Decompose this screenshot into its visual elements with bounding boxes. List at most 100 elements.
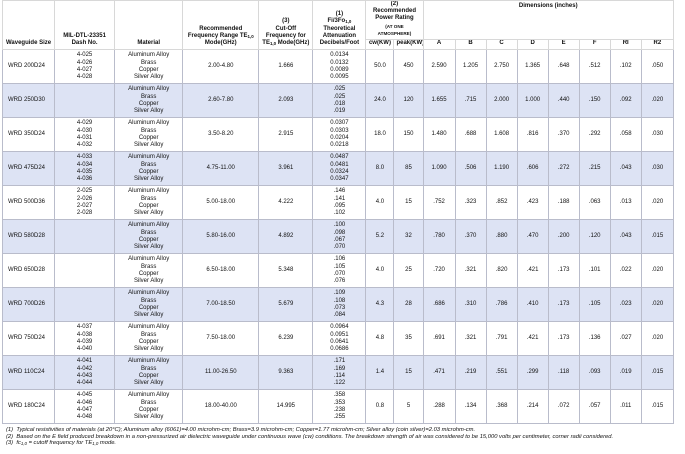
attenuation: 0.0134 xyxy=(330,52,349,59)
cell: 1.365 xyxy=(516,49,549,85)
cell: 4-045 4-046 4-047 4-048 xyxy=(54,389,116,425)
cell: 5.00-18.00 xyxy=(182,185,260,221)
dimension: .020 xyxy=(651,301,664,308)
cell: .880 xyxy=(485,219,518,255)
dimension: .421 xyxy=(526,267,539,274)
cell: 1.608 xyxy=(485,117,518,153)
cell: .093 xyxy=(578,355,611,391)
material: Brass xyxy=(141,263,157,270)
attenuation: .169 xyxy=(333,365,346,372)
cell: .852 xyxy=(485,185,518,221)
material: Copper xyxy=(138,202,159,209)
material: Silver Alloy xyxy=(134,243,164,250)
material: Aluminum Alloy xyxy=(128,154,170,161)
cell: WRD 580D28 xyxy=(1,219,56,255)
dash-number: 4-033 xyxy=(76,154,93,161)
cell: 11.00-26.50 xyxy=(182,355,260,391)
peak: 32 xyxy=(405,233,412,240)
material: Aluminum Alloy xyxy=(128,256,170,263)
cutoff: 2.093 xyxy=(278,97,294,104)
frequency: 18.00-40.00 xyxy=(204,403,237,410)
attenuation: .102 xyxy=(333,209,346,216)
attenuation: .171 xyxy=(333,358,346,365)
cell xyxy=(54,253,116,289)
material: Silver Alloy xyxy=(134,141,164,148)
cutoff: 6.239 xyxy=(278,335,294,342)
material: Aluminum Alloy xyxy=(128,392,170,399)
cell: 5.679 xyxy=(258,287,314,323)
material: Silver Alloy xyxy=(134,277,164,284)
material: Copper xyxy=(138,66,159,73)
peak: 28 xyxy=(405,301,412,308)
attenuation: .238 xyxy=(333,406,346,413)
attenuation: 0.0686 xyxy=(330,345,349,352)
attenuation: .353 xyxy=(333,399,346,406)
material: Brass xyxy=(141,297,157,304)
cell: WRD 700D26 xyxy=(1,287,56,323)
cell: 24.0 xyxy=(365,83,395,119)
cell: Aluminum Alloy Brass Copper Silver Alloy xyxy=(114,321,184,357)
cell: 1.205 xyxy=(454,49,487,85)
cell: .323 xyxy=(454,185,487,221)
cell: 6.50-18.00 xyxy=(182,253,260,289)
dash-number: 4-039 xyxy=(76,338,93,345)
cutoff: 5.679 xyxy=(278,301,294,308)
cell: .200 xyxy=(547,219,580,255)
dash-number: 4-044 xyxy=(76,379,93,386)
dimension: .020 xyxy=(651,267,664,274)
cell: 120 xyxy=(393,83,424,119)
cell: .043 xyxy=(609,219,642,255)
cell: .423 xyxy=(516,185,549,221)
header-text: Waveguide Size xyxy=(5,40,52,47)
dimension: .015 xyxy=(651,233,664,240)
footnotes: (1) Typical resistivities of materials (… xyxy=(6,427,676,447)
cell: 2.093 xyxy=(258,83,314,119)
cell: 1.666 xyxy=(258,49,314,85)
subscript: 1,0 xyxy=(92,441,99,447)
cell: 4-025 4-026 4-027 4-028 xyxy=(54,49,116,85)
header-condition: (AT ONE ATMOSPHERE) xyxy=(377,23,412,36)
table-body: WRD 200D24 4-025 4-026 4-027 4-028 Aluminum A… xyxy=(1,49,675,425)
material: Aluminum Alloy xyxy=(128,290,170,297)
header-power: (2) Recommended Power Rating (AT ONE ATMOS… xyxy=(365,0,424,41)
dimension: .134 xyxy=(464,403,477,410)
cell: 1.090 xyxy=(422,151,456,187)
cell xyxy=(54,287,116,323)
text-part: Mode(GHz) xyxy=(276,40,310,47)
cell: 5.2 xyxy=(365,219,395,255)
header-text: D xyxy=(530,40,535,47)
material: Copper xyxy=(138,406,159,413)
dimension: .011 xyxy=(620,403,632,410)
attenuation: .018 xyxy=(333,100,346,107)
size: WRD 350D24 xyxy=(8,131,46,138)
cell: .786 xyxy=(485,287,518,323)
text-part: Recommended Frequency Range TE xyxy=(187,25,248,39)
cell: 2.60-7.80 xyxy=(182,83,260,119)
cutoff: 4.222 xyxy=(278,199,294,206)
cell: .606 xyxy=(516,151,549,187)
peak: 25 xyxy=(405,267,412,274)
cutoff: 1.666 xyxy=(278,63,294,70)
table-row: WRD 580D28 Aluminum Alloy Brass Copper Silve… xyxy=(1,219,675,255)
attenuation: .141 xyxy=(333,195,346,202)
material: Brass xyxy=(141,195,157,202)
frequency: 7.50-18.00 xyxy=(206,335,236,342)
cell: .368 xyxy=(485,389,518,425)
cw: 18.0 xyxy=(374,131,386,138)
cell: .791 xyxy=(485,321,518,357)
dimension: .188 xyxy=(557,199,570,206)
dash-number: 4-025 xyxy=(76,52,93,59)
cw: 1.4 xyxy=(375,369,385,376)
dimension: .022 xyxy=(619,267,632,274)
dimension: .173 xyxy=(557,301,570,308)
dimension: .471 xyxy=(433,369,445,376)
cell: Aluminum Alloy Brass Copper Silver Alloy xyxy=(114,185,184,221)
dimension: .072 xyxy=(557,403,570,410)
dimension: .786 xyxy=(495,301,508,308)
cell: 4-041 4-042 4-043 4-044 xyxy=(54,355,116,391)
text-part: fc xyxy=(16,440,21,447)
dash-number: 4-036 xyxy=(76,175,93,182)
frequency: 2.60-7.80 xyxy=(208,97,234,104)
cell: .688 xyxy=(454,117,487,153)
